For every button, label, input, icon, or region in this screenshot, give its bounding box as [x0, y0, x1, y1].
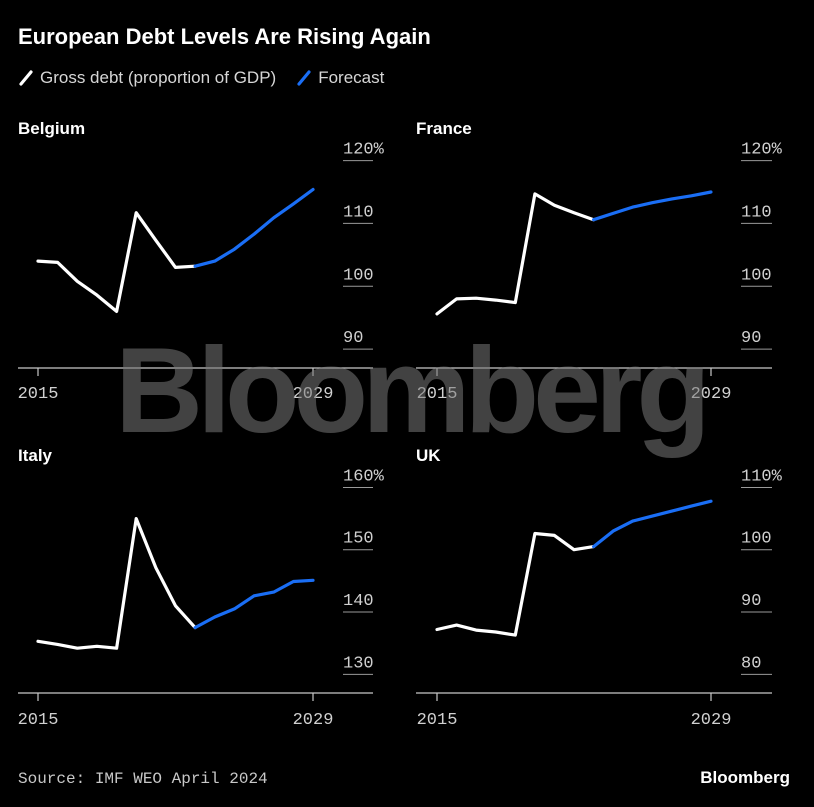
series-line-forecast-uk	[591, 499, 713, 549]
series-line-actual-italy	[36, 516, 197, 650]
legend-item-actual: Gross debt (proportion of GDP)	[18, 68, 276, 88]
series-line-actual-uk	[435, 531, 596, 637]
y-tick-label-uk-100: 100	[741, 530, 772, 549]
panel-title-uk: UK	[416, 446, 441, 465]
x-tick-label-uk-2015: 2015	[417, 711, 458, 730]
panel-title-italy: Italy	[18, 446, 53, 465]
series-line-actual-france	[435, 192, 596, 316]
legend-item-forecast: Forecast	[296, 68, 384, 88]
chart-title: European Debt Levels Are Rising Again	[18, 24, 431, 49]
y-tick-label-belgium-90: 90	[343, 329, 363, 348]
x-tick-label-france-2029: 2029	[691, 385, 732, 404]
y-tick-label-belgium-100: 100	[343, 266, 374, 285]
series-line-forecast-italy	[193, 578, 315, 630]
bloomberg-logo: Bloomberg	[700, 768, 790, 787]
legend-label-actual: Gross debt (proportion of GDP)	[40, 68, 277, 87]
panel-uk: UK 80 90 100 110% 2015 2029	[416, 446, 783, 730]
series-line-forecast-belgium	[193, 187, 315, 268]
series-line-forecast-france	[591, 190, 713, 222]
y-tick-label-france-120: 120%	[741, 141, 783, 160]
y-tick-label-france-100: 100	[741, 266, 772, 285]
panel-france: France 90 100 110 120% 2015 2029	[416, 119, 783, 404]
legend: Gross debt (proportion of GDP) Forecast	[18, 66, 384, 90]
panel-title-france: France	[416, 119, 472, 138]
y-tick-label-uk-110: 110%	[741, 467, 783, 486]
y-tick-label-uk-90: 90	[741, 592, 761, 611]
x-tick-label-france-2015: 2015	[417, 385, 458, 404]
y-tick-label-belgium-120: 120%	[343, 141, 385, 160]
source-note: Source: IMF WEO April 2024	[18, 770, 268, 788]
x-tick-label-italy-2015: 2015	[18, 711, 59, 730]
y-tick-label-france-110: 110	[741, 203, 772, 222]
legend-swatch-forecast-icon	[297, 70, 311, 86]
x-tick-label-uk-2029: 2029	[691, 711, 732, 730]
legend-swatch-actual-icon	[19, 70, 33, 86]
y-tick-label-italy-150: 150	[343, 530, 374, 549]
y-tick-label-france-90: 90	[741, 329, 761, 348]
panel-italy: Italy 130 140 150 160% 2015 2029	[18, 446, 385, 730]
y-tick-label-uk-80: 80	[741, 654, 761, 673]
panel-belgium: Belgium 90 100 110 120% 2015 2029	[18, 119, 385, 404]
x-tick-label-belgium-2015: 2015	[18, 385, 59, 404]
x-tick-label-belgium-2029: 2029	[293, 385, 334, 404]
x-tick-label-italy-2029: 2029	[293, 711, 334, 730]
y-tick-label-belgium-110: 110	[343, 203, 374, 222]
series-line-actual-belgium	[36, 211, 197, 313]
y-tick-label-italy-160: 160%	[343, 467, 385, 486]
panel-title-belgium: Belgium	[18, 119, 85, 138]
y-tick-label-italy-130: 130	[343, 654, 374, 673]
legend-label-forecast: Forecast	[318, 68, 385, 87]
y-tick-label-italy-140: 140	[343, 592, 374, 611]
